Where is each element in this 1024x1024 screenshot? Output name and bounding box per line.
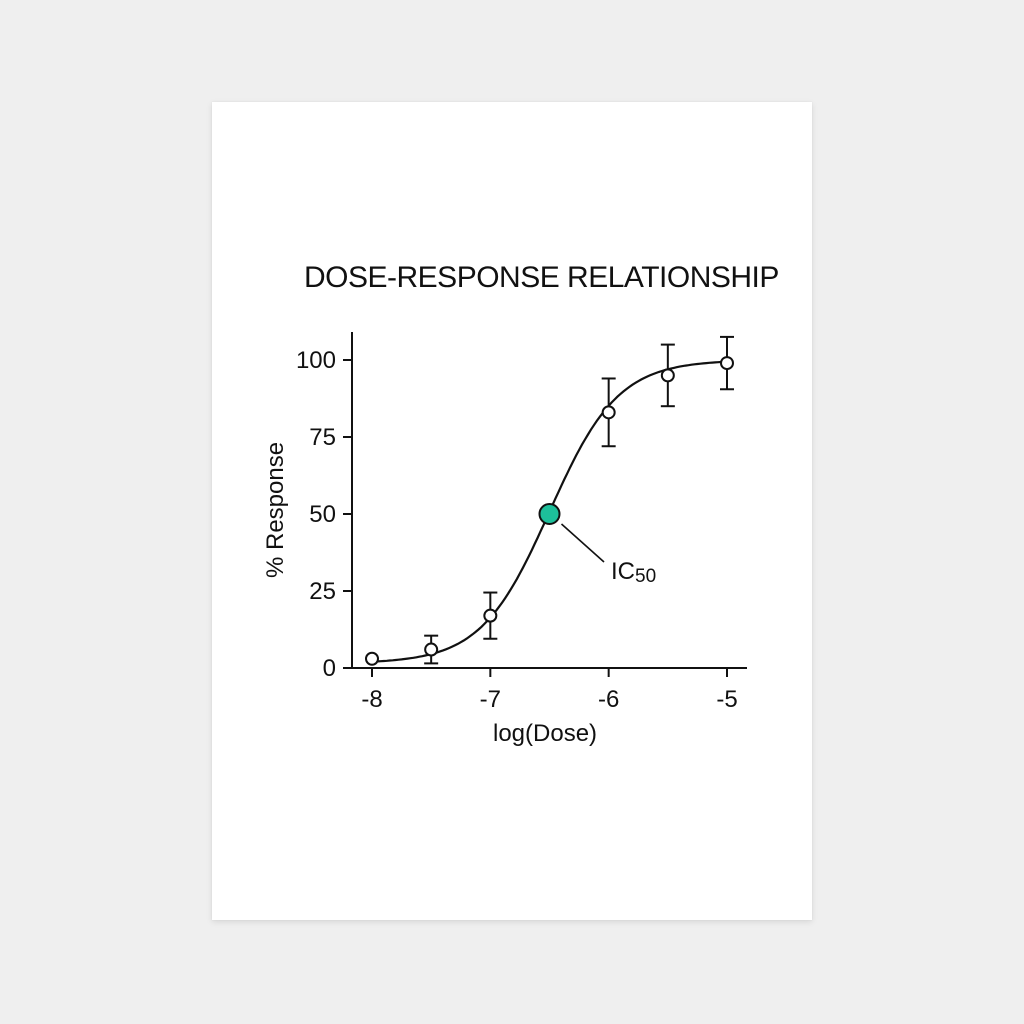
- y-axis-ticks: 0 25 50 75 100: [296, 347, 352, 682]
- x-tick-label: -8: [361, 686, 382, 713]
- y-axis-title: % Response: [262, 442, 289, 578]
- data-point: [424, 642, 439, 657]
- x-tick-label: -6: [598, 686, 619, 713]
- data-point: [720, 356, 734, 371]
- x-tick-label: -5: [716, 686, 737, 713]
- ic50-marker: [538, 503, 561, 525]
- y-tick-label: 75: [309, 424, 336, 451]
- ic50-label-subscript: 50: [635, 566, 656, 587]
- ic50-label: IC50: [611, 558, 656, 587]
- error-bars: [424, 335, 734, 665]
- ic50-leader-line: [560, 523, 605, 563]
- x-axis-ticks: -8 -7 -6 -5: [361, 668, 738, 713]
- chart-card: [212, 102, 812, 920]
- ic50-label-main: IC: [611, 558, 635, 585]
- chart-title: DOSE-RESPONSE RELATIONSHIP: [304, 261, 779, 294]
- y-tick-label: 100: [296, 347, 336, 374]
- data-point: [660, 368, 675, 383]
- y-tick-label: 0: [323, 655, 336, 682]
- data-point: [483, 608, 498, 623]
- y-tick-label: 25: [309, 578, 336, 605]
- data-point: [601, 405, 616, 420]
- data-points: [365, 356, 734, 666]
- x-tick-label: -7: [480, 686, 501, 713]
- data-point: [365, 651, 379, 666]
- y-tick-label: 50: [309, 501, 336, 528]
- x-axis-title: log(Dose): [493, 720, 597, 747]
